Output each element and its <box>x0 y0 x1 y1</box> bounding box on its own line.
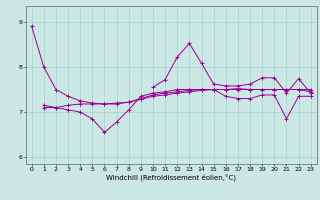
X-axis label: Windchill (Refroidissement éolien,°C): Windchill (Refroidissement éolien,°C) <box>106 173 236 181</box>
